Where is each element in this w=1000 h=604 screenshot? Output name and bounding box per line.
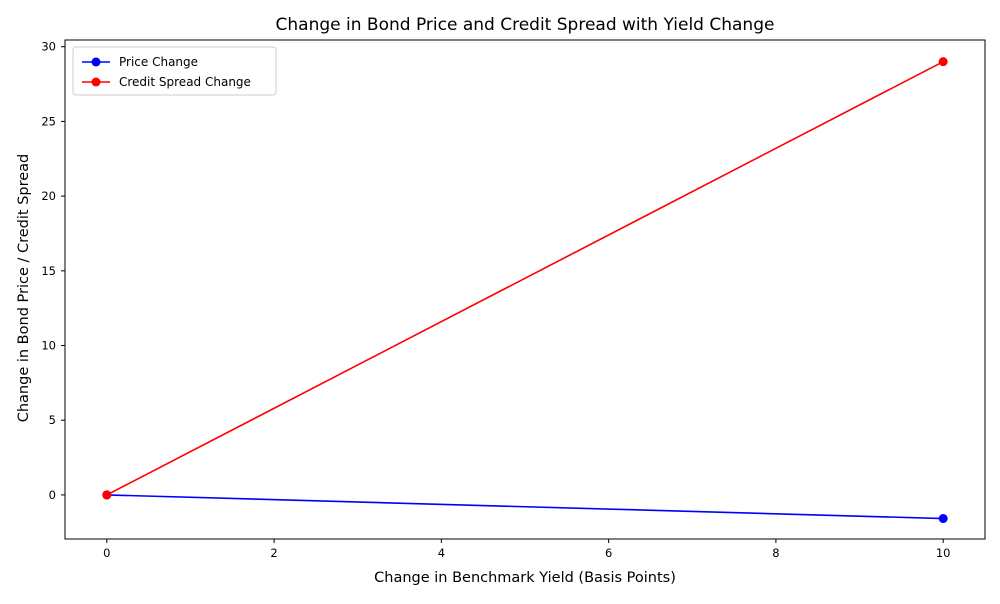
legend: Price Change Credit Spread Change	[72, 46, 277, 96]
legend-box	[72, 46, 277, 96]
y-tick-label: 0	[49, 488, 56, 502]
y-tick-label: 5	[49, 413, 56, 427]
legend-price-change-label: Price Change	[119, 55, 198, 69]
x-tick-label: 6	[605, 546, 612, 560]
plot-frame	[64, 39, 986, 540]
credit-spread-change-line	[106, 60, 944, 496]
price-change-point	[938, 514, 948, 524]
y-tick-label: 30	[41, 40, 56, 54]
credit-spread-change-point	[938, 57, 948, 67]
plot-area: 0 2 4 6 8 10 0 5 10 15 20 25 30	[41, 39, 986, 560]
x-tick-label: 8	[772, 546, 779, 560]
y-tick-label: 25	[41, 114, 56, 128]
x-tick-label: 2	[270, 546, 277, 560]
x-tick-label: 4	[438, 546, 445, 560]
chart-title: Change in Bond Price and Credit Spread w…	[276, 15, 775, 35]
price-change-line	[106, 494, 944, 520]
credit-spread-change-point	[102, 490, 112, 500]
legend-credit-spread-change-label: Credit Spread Change	[119, 75, 251, 89]
y-tick-label: 10	[41, 339, 56, 353]
legend-price-change-marker	[91, 57, 101, 67]
y-tick-label: 15	[41, 264, 56, 278]
y-axis-label: Change in Bond Price / Credit Spread	[16, 154, 32, 423]
x-axis-label: Change in Benchmark Yield (Basis Points)	[374, 570, 676, 586]
x-tick-label: 10	[936, 546, 951, 560]
x-tick-label: 0	[103, 546, 110, 560]
legend-credit-spread-change-marker	[91, 77, 101, 87]
y-tick-label: 20	[41, 189, 56, 203]
